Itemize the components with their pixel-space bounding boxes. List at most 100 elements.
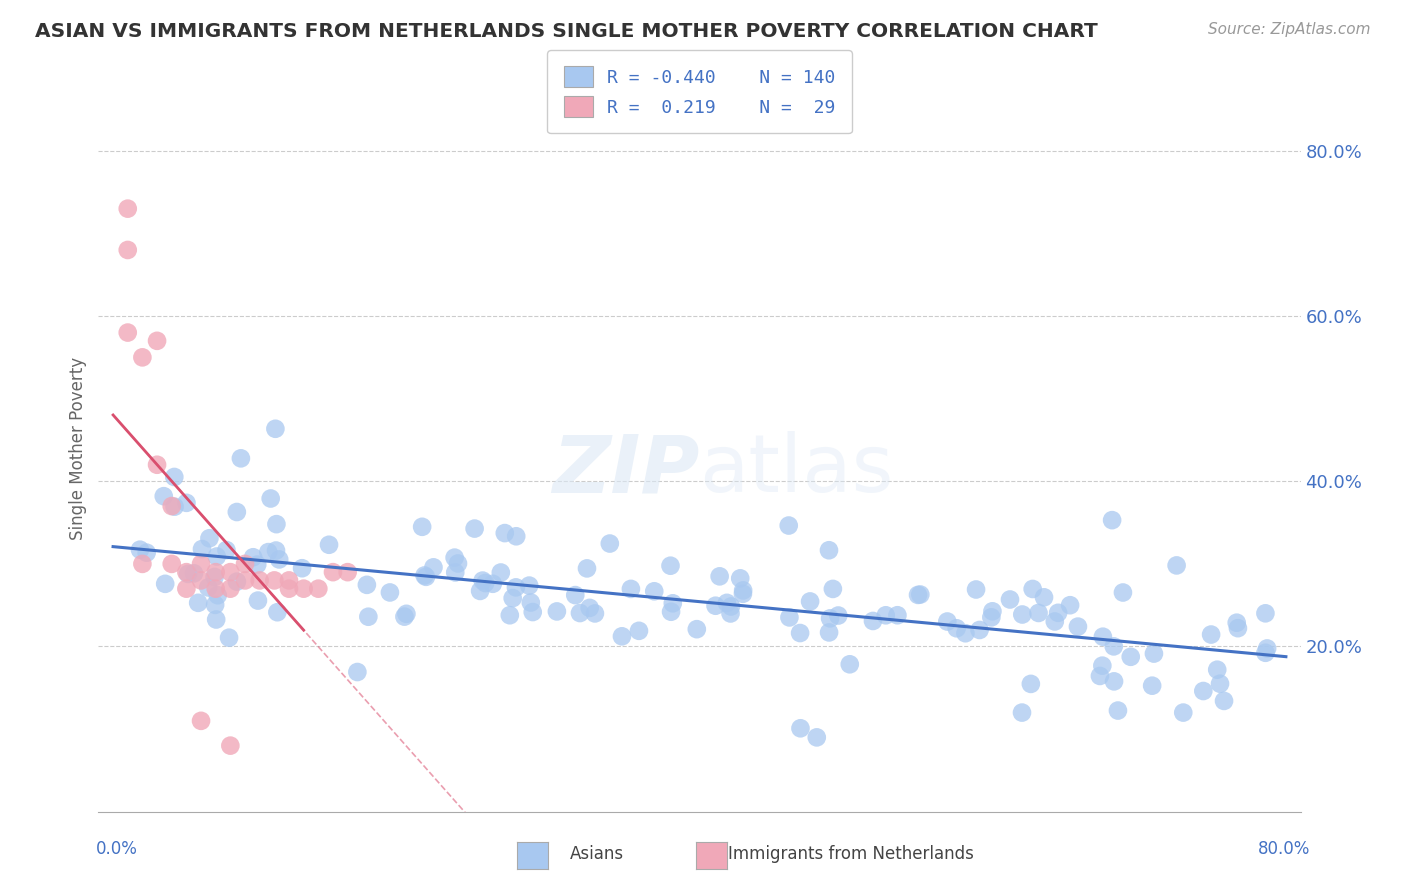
Point <box>474 576 496 591</box>
Point <box>704 599 727 613</box>
Point <box>117 243 139 257</box>
Point <box>1254 646 1277 660</box>
Point <box>1011 607 1033 622</box>
Point <box>443 550 465 565</box>
Text: ASIAN VS IMMIGRANTS FROM NETHERLANDS SINGLE MOTHER POVERTY CORRELATION CHART: ASIAN VS IMMIGRANTS FROM NETHERLANDS SIN… <box>35 22 1098 41</box>
Point <box>875 608 897 623</box>
Point <box>1254 607 1277 621</box>
Point <box>1059 598 1081 612</box>
Point <box>505 529 527 543</box>
Point <box>583 607 606 621</box>
Point <box>659 605 682 619</box>
Point <box>1021 582 1043 596</box>
Point <box>998 592 1021 607</box>
Point <box>1107 704 1129 718</box>
Point <box>494 526 516 541</box>
Point <box>129 542 152 557</box>
Point <box>599 536 621 550</box>
Point <box>1028 606 1050 620</box>
Point <box>447 557 470 571</box>
Point <box>731 587 754 601</box>
Point <box>187 596 209 610</box>
Point <box>225 505 247 519</box>
Point <box>564 588 586 602</box>
Point <box>146 458 169 472</box>
Point <box>969 623 991 637</box>
Point <box>356 578 378 592</box>
Point <box>728 571 751 585</box>
Point <box>789 626 811 640</box>
Point <box>1019 677 1042 691</box>
Point <box>219 565 242 579</box>
Point <box>266 605 288 619</box>
Point <box>1143 647 1166 661</box>
Point <box>264 543 287 558</box>
Point <box>190 714 212 728</box>
Point <box>204 582 226 596</box>
Point <box>936 615 959 629</box>
Point <box>292 582 315 596</box>
Point <box>520 595 543 609</box>
Point <box>205 549 228 564</box>
Point <box>415 570 437 584</box>
Point <box>799 594 821 608</box>
Point <box>568 606 591 620</box>
Point <box>716 596 738 610</box>
Point <box>778 518 800 533</box>
Point <box>489 566 512 580</box>
Point <box>643 584 665 599</box>
Point <box>806 731 828 745</box>
Point <box>117 326 139 340</box>
Y-axis label: Single Mother Poverty: Single Mother Poverty <box>69 357 87 540</box>
Point <box>627 624 650 638</box>
Point <box>190 557 212 571</box>
Point <box>522 605 544 619</box>
Point <box>191 542 214 557</box>
Text: 80.0%: 80.0% <box>1258 840 1310 858</box>
Point <box>163 470 186 484</box>
Point <box>204 565 226 579</box>
Point <box>1033 591 1056 605</box>
Point <box>1102 674 1125 689</box>
Text: Asians: Asians <box>569 846 623 863</box>
Point <box>1043 615 1066 629</box>
Point <box>153 577 176 591</box>
Text: Immigrants from Netherlands: Immigrants from Netherlands <box>728 846 974 863</box>
Point <box>163 500 186 514</box>
Point <box>117 202 139 216</box>
Point <box>1088 669 1111 683</box>
Text: atlas: atlas <box>699 431 894 509</box>
Point <box>505 580 527 594</box>
Point <box>1102 640 1125 654</box>
Point <box>260 491 283 506</box>
Point <box>464 522 486 536</box>
Point <box>980 610 1002 624</box>
Point <box>263 574 285 588</box>
Point <box>662 596 685 610</box>
Point <box>733 583 755 598</box>
Point <box>821 582 844 596</box>
Point <box>1192 684 1215 698</box>
Point <box>278 574 301 588</box>
Point <box>176 582 198 596</box>
Point <box>266 517 288 532</box>
Point <box>1256 641 1278 656</box>
Point <box>818 625 841 640</box>
Point <box>659 558 682 573</box>
Point <box>1173 706 1195 720</box>
Point <box>257 545 280 559</box>
Point <box>709 569 731 583</box>
Point <box>1101 513 1123 527</box>
Point <box>907 588 929 602</box>
Point <box>1011 706 1033 720</box>
Point <box>204 598 226 612</box>
Point <box>468 583 491 598</box>
Point <box>838 657 860 672</box>
Point <box>789 721 811 735</box>
Point <box>322 565 344 579</box>
Point <box>249 574 271 588</box>
Point <box>378 585 401 599</box>
Point <box>955 626 977 640</box>
Point <box>1140 679 1163 693</box>
Point <box>1047 606 1070 620</box>
